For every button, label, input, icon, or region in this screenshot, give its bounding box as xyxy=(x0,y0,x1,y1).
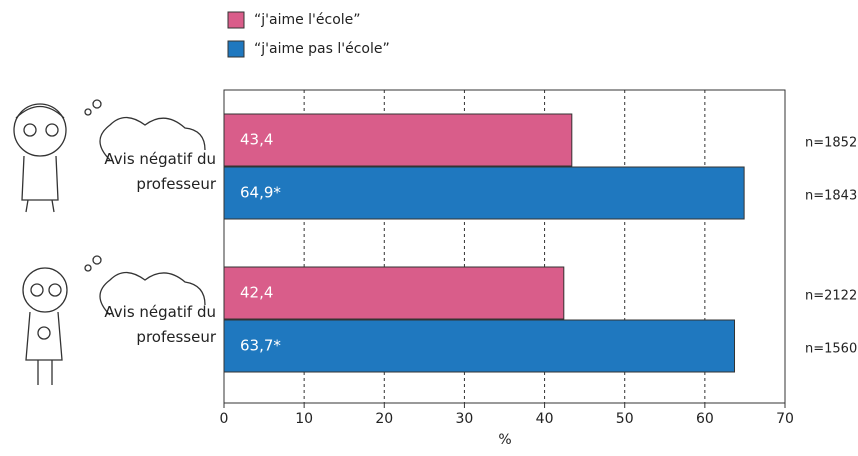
sample-size-label: n=2122 xyxy=(805,289,857,304)
x-tick-label: 30 xyxy=(456,411,474,427)
legend-swatch xyxy=(227,11,245,29)
sample-size-label: n=1843 xyxy=(805,189,857,204)
illustration xyxy=(13,99,206,385)
bar xyxy=(223,166,745,220)
sample-size-label: n=1560 xyxy=(805,342,857,357)
x-tick-label: 70 xyxy=(776,411,794,427)
x-tick-label: 40 xyxy=(536,411,554,427)
value-label: 43,4 xyxy=(240,131,273,149)
category-label: Avis négatif du professeur xyxy=(104,150,216,193)
legend-swatch xyxy=(227,40,245,58)
x-tick-label: 10 xyxy=(295,411,313,427)
x-tick-label: 20 xyxy=(375,411,393,427)
value-label: 42,4 xyxy=(240,284,273,302)
legend-label: “j'aime pas l'école” xyxy=(254,41,390,57)
value-label: 63,7* xyxy=(240,337,281,355)
bar xyxy=(223,113,573,167)
bar xyxy=(223,319,736,373)
x-tick-label: 0 xyxy=(220,411,229,427)
category-label: Avis négatif du professeur xyxy=(104,303,216,346)
x-axis-label: % xyxy=(498,432,511,448)
x-tick-label: 60 xyxy=(696,411,714,427)
bar xyxy=(223,266,565,320)
sample-size-label: n=1852 xyxy=(805,136,857,151)
legend-label: “j'aime l'école” xyxy=(254,12,361,28)
x-tick-label: 50 xyxy=(616,411,634,427)
plot-frame xyxy=(223,89,786,404)
value-label: 64,9* xyxy=(240,184,281,202)
